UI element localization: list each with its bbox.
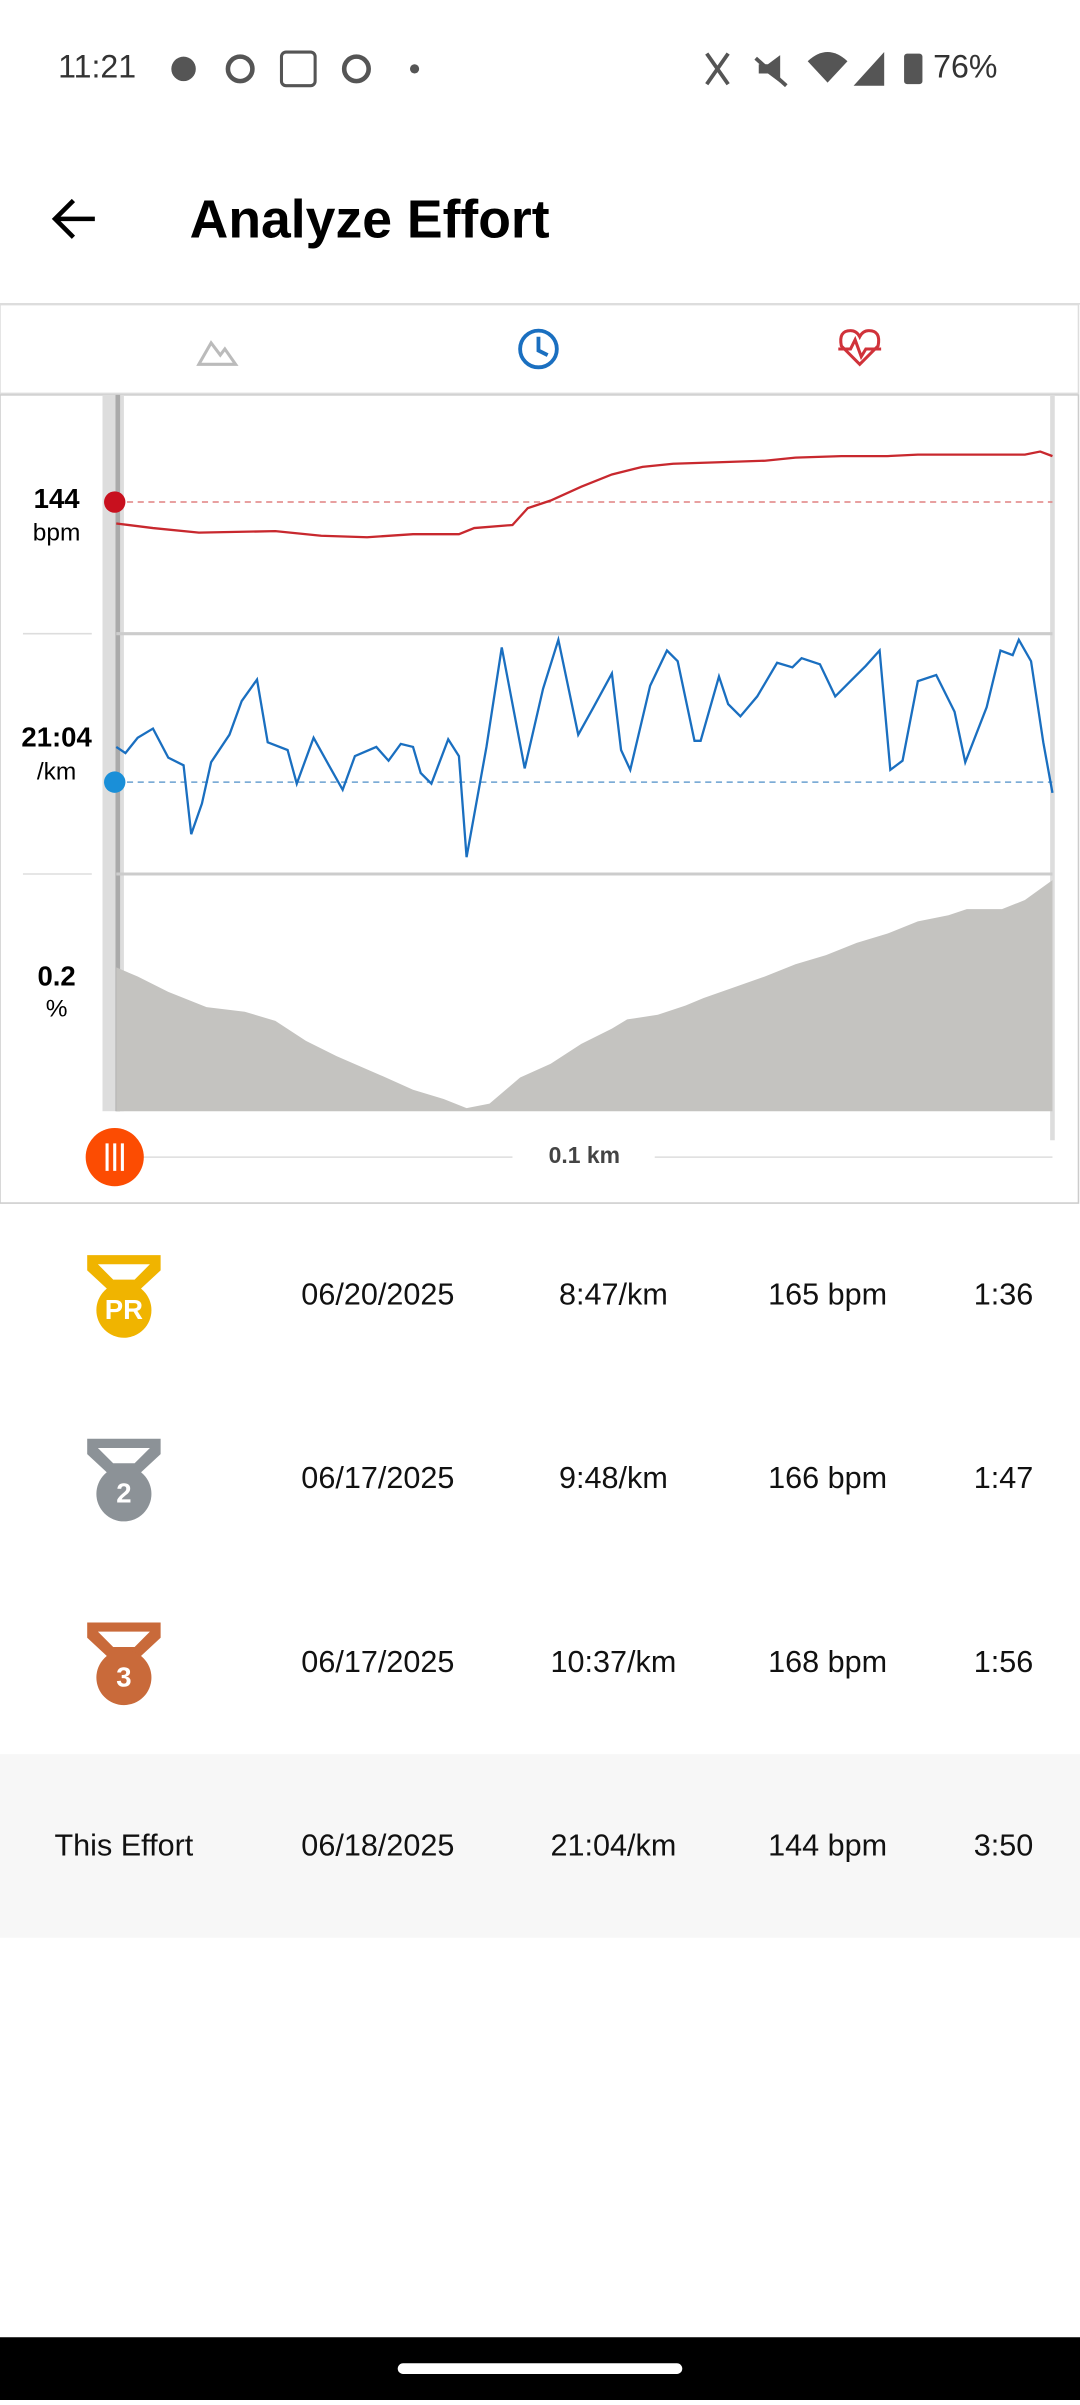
status-battery: 76% (933, 48, 997, 84)
pace-marker (104, 771, 126, 793)
medal-label: PR (105, 1294, 143, 1325)
medal-disc (96, 1650, 152, 1706)
heart-rate-value: 144 (34, 483, 81, 514)
table-row: This Effort 06/18/2025 21:04/km 144 bpm 3:50 (54, 1829, 1033, 1863)
cell-date: 06/20/2025 (301, 1278, 454, 1312)
pace-value: 21:04 (21, 722, 92, 753)
medal: 3 (87, 1622, 161, 1706)
table-row: 2 06/17/2025 9:48/km 166 bpm 1:47 (87, 1438, 1034, 1522)
heart-rate-tab[interactable] (838, 329, 882, 367)
medal: PR (87, 1255, 161, 1338)
efforts-table: PR 06/20/2025 8:47/km 165 bpm 1:36 2 06/17/202… (54, 1255, 1034, 1863)
medal-label: 3 (116, 1661, 131, 1692)
status-icons (171, 50, 923, 88)
cell-pace: 9:48/km (559, 1461, 668, 1495)
medal-disc (96, 1466, 152, 1522)
medal: 2 (87, 1438, 161, 1522)
cell-heart-rate: 168 bpm (768, 1645, 887, 1679)
cell-time: 1:56 (974, 1645, 1034, 1679)
cell-time: 3:50 (974, 1829, 1034, 1863)
cell-pace: 8:47/km (559, 1278, 668, 1312)
grade-unit: % (46, 996, 68, 1023)
elevation-tab[interactable] (196, 340, 239, 366)
cell-heart-rate: 166 bpm (768, 1461, 887, 1495)
heart-rate-unit: bpm (33, 520, 81, 547)
medal-ribbon (87, 1622, 161, 1658)
grade-area (116, 880, 1053, 1112)
slider-handle[interactable] (85, 1128, 144, 1187)
cell-date: 06/18/2025 (301, 1829, 454, 1863)
tab-bar (0, 303, 1080, 395)
back-button[interactable] (51, 198, 95, 239)
pace-line (115, 635, 1054, 858)
medal-ribbon (87, 1255, 161, 1291)
row-label: This Effort (54, 1829, 193, 1863)
cell-date: 06/17/2025 (301, 1461, 454, 1495)
cell-time: 1:47 (974, 1461, 1034, 1495)
home-handle[interactable] (397, 2363, 683, 2374)
cell-date: 06/17/2025 (301, 1645, 454, 1679)
table-row: 3 06/17/2025 10:37/km 168 bpm 1:56 (87, 1622, 1034, 1706)
chart: 144 bpm 21:04 /km 0.2 % 0.1 km (0, 394, 1080, 1204)
table-row: PR 06/20/2025 8:47/km 165 bpm 1:36 (87, 1255, 1033, 1338)
medal-disc (96, 1282, 152, 1338)
page-title: Analyze Effort (190, 191, 550, 250)
status-time: 11:21 (58, 48, 136, 84)
this-effort-background (0, 1754, 1080, 1938)
pace-tab[interactable] (518, 328, 559, 370)
heart-rate-line (116, 450, 1053, 539)
grade-value: 0.2 (37, 960, 75, 991)
medal-ribbon (87, 1438, 161, 1474)
heart-rate-marker (104, 491, 126, 513)
cell-heart-rate: 144 bpm (768, 1829, 887, 1863)
cell-pace: 21:04/km (551, 1829, 677, 1863)
distance-label: 0.1 km (549, 1142, 620, 1168)
medal-label: 2 (116, 1478, 131, 1509)
cell-heart-rate: 165 bpm (768, 1278, 887, 1312)
cell-time: 1:36 (974, 1278, 1034, 1312)
pace-unit: /km (37, 758, 76, 785)
cell-pace: 10:37/km (551, 1645, 677, 1679)
